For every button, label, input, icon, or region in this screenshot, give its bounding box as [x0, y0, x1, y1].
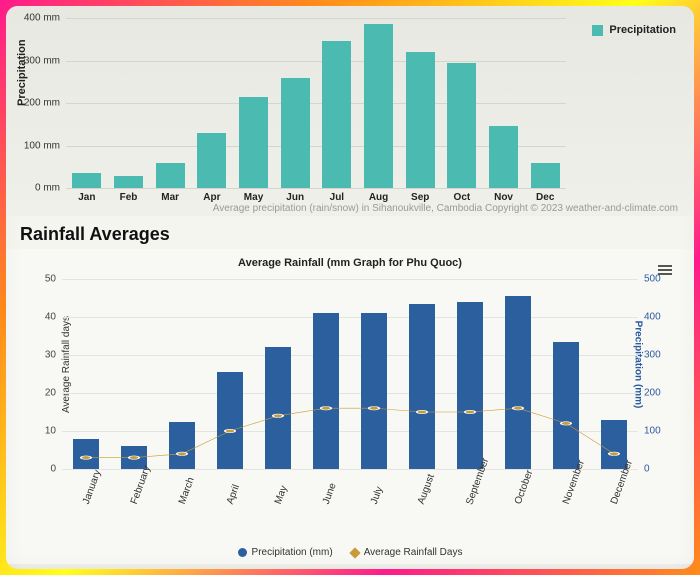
legend-days-label: Average Rainfall Days — [364, 547, 463, 558]
precip-bar — [114, 176, 143, 188]
bottom-rainfall-chart: Average Rainfall (mm Graph for Phu Quoc)… — [6, 249, 694, 564]
bar-slot — [441, 18, 483, 188]
page-frame: Precipitation Precipitation 0 mm100 mm20… — [6, 6, 694, 569]
ytick-label: 300 mm — [24, 55, 66, 66]
bottom-chart-title: Average Rainfall (mm Graph for Phu Quoc) — [18, 253, 682, 275]
xtick-label: Jun — [274, 192, 316, 203]
bar-slot — [108, 18, 150, 188]
precip-bar — [239, 97, 268, 188]
line-point — [81, 456, 91, 459]
line-point — [513, 406, 523, 409]
ytick-right: 200 — [638, 388, 661, 399]
xtick-label: Mar — [149, 192, 191, 203]
bar-slot — [149, 18, 191, 188]
top-legend-swatch — [592, 25, 603, 36]
line-point — [561, 422, 571, 425]
line-point — [129, 456, 139, 459]
xtick-label: Sep — [399, 192, 441, 203]
line-point — [465, 410, 475, 413]
ytick-left: 40 — [45, 312, 62, 323]
bar-slot — [316, 18, 358, 188]
top-precipitation-chart: Precipitation Precipitation 0 mm100 mm20… — [6, 6, 694, 216]
section-title: Rainfall Averages — [6, 216, 694, 249]
ytick-right: 500 — [638, 274, 661, 285]
top-yaxis-label: Precipitation — [16, 39, 28, 106]
ytick-label: 200 mm — [24, 98, 66, 109]
bar-slot — [66, 18, 108, 188]
bar-slot — [233, 18, 275, 188]
legend-precip-icon — [238, 548, 247, 557]
precip-bar — [156, 163, 185, 188]
ytick-label: 400 mm — [24, 13, 66, 24]
legend-item-days: Average Rainfall Days — [351, 547, 463, 558]
bar-slot — [483, 18, 525, 188]
precip-bar — [197, 133, 226, 188]
precip-bar — [489, 126, 518, 188]
bar-slot — [524, 18, 566, 188]
line-point — [609, 452, 619, 455]
precip-bar — [406, 52, 435, 188]
line-point — [369, 406, 379, 409]
bottom-legend: Precipitation (mm) Average Rainfall Days — [6, 547, 694, 558]
legend-precip-label: Precipitation (mm) — [252, 547, 333, 558]
xtick-label: Aug — [358, 192, 400, 203]
rainfall-days-line — [86, 408, 614, 457]
top-legend: Precipitation — [592, 24, 676, 36]
precip-bar — [72, 173, 101, 188]
precip-bar — [447, 63, 476, 188]
ytick-right: 100 — [638, 426, 661, 437]
top-caption: Average precipitation (rain/snow) in Sih… — [213, 203, 678, 214]
xtick-label: May — [233, 192, 275, 203]
bar-slot — [399, 18, 441, 188]
bar-slot — [191, 18, 233, 188]
top-plot-area: 0 mm100 mm200 mm300 mm400 mm JanFebMarAp… — [66, 18, 566, 188]
xtick-label: Jan — [66, 192, 108, 203]
precip-bar — [281, 78, 310, 189]
ytick-left: 10 — [45, 426, 62, 437]
precip-bar — [364, 24, 393, 188]
line-point — [417, 410, 427, 413]
ytick-left: 20 — [45, 388, 62, 399]
xtick-label: Jul — [316, 192, 358, 203]
ytick-left: 50 — [45, 274, 62, 285]
xtick-label: Dec — [524, 192, 566, 203]
precip-bar — [531, 163, 560, 189]
xtick-label: Nov — [483, 192, 525, 203]
xtick-label: Feb — [108, 192, 150, 203]
xtick-label: Apr — [191, 192, 233, 203]
line-point — [177, 452, 187, 455]
ytick-label: 0 mm — [35, 183, 66, 194]
line-point — [273, 414, 283, 417]
ytick-right: 300 — [638, 350, 661, 361]
bottom-plot-area: 010203040500100200300400500 JanuaryFebru… — [62, 279, 638, 469]
line-point — [321, 406, 331, 409]
ytick-right: 400 — [638, 312, 661, 323]
precip-bar — [322, 41, 351, 188]
legend-days-icon — [349, 547, 360, 558]
xtick-label: Oct — [441, 192, 483, 203]
ytick-left: 0 — [50, 464, 62, 475]
ytick-label: 100 mm — [24, 140, 66, 151]
top-legend-label: Precipitation — [609, 24, 676, 36]
legend-item-precip: Precipitation (mm) — [238, 547, 333, 558]
line-point — [225, 429, 235, 432]
bar-slot — [358, 18, 400, 188]
bar-slot — [274, 18, 316, 188]
ytick-left: 30 — [45, 350, 62, 361]
